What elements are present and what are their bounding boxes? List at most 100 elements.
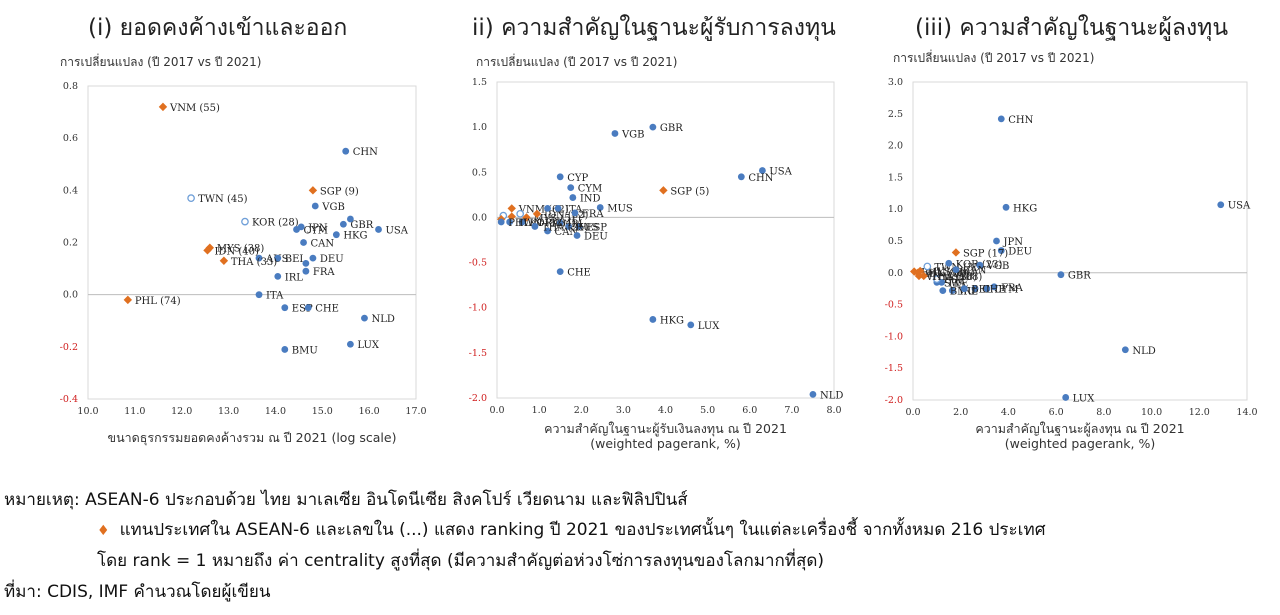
- point-hollow: [187, 194, 195, 203]
- point: [575, 223, 583, 230]
- point-label: CAN: [963, 266, 987, 277]
- plot-frame: [912, 81, 1248, 401]
- point-label: IDN (60): [925, 269, 970, 280]
- point-label: IRL: [567, 219, 585, 230]
- point-label: MYS (51): [533, 213, 580, 224]
- point: [518, 218, 526, 226]
- y-tick-label: -0.4: [60, 394, 78, 405]
- point-asean: [532, 209, 542, 219]
- point-label: NLD: [820, 390, 843, 401]
- x-tick-label: 3.0: [616, 405, 631, 416]
- point-asean: [203, 246, 212, 255]
- x-tick-label: 10.0: [77, 406, 98, 417]
- x-tick-label: 5.0: [700, 405, 715, 416]
- point-label: USA: [1228, 201, 1251, 212]
- point: [375, 226, 382, 233]
- point: [649, 123, 657, 131]
- x-tick-label: 0.0: [489, 405, 504, 416]
- point: [274, 254, 282, 262]
- y-tick-label: -0.5: [885, 300, 903, 311]
- chart-2: การเปลี่ยนแปลง (ปี 2017 vs ปี 2021) 1.5 1.…: [469, 53, 844, 451]
- point: [506, 218, 514, 226]
- point-label: MUS: [607, 203, 633, 214]
- point-hollow: [516, 209, 525, 218]
- point-label: DEU: [584, 231, 608, 242]
- y-tick-label: 0.5: [472, 167, 487, 178]
- point-label: LUX: [698, 321, 721, 332]
- x-tick-label: 6.0: [1049, 407, 1064, 418]
- point: [1002, 203, 1010, 211]
- point-label: IDN (32): [544, 210, 589, 221]
- point-label: MYS (44): [927, 267, 974, 278]
- point: [556, 268, 564, 275]
- point-label: KOR (34): [529, 218, 576, 229]
- point-label: MYS (38): [217, 244, 264, 255]
- point: [556, 219, 564, 227]
- point-label: CHN: [1008, 115, 1033, 126]
- point-label: VNM (55): [169, 103, 220, 114]
- y-tick-label: 2.5: [888, 109, 903, 120]
- y-tick-label: -1.5: [885, 363, 903, 374]
- point-label: BEL: [285, 254, 307, 265]
- point-label: SGP (17): [963, 248, 1008, 259]
- point: [304, 304, 312, 312]
- point: [687, 321, 695, 329]
- x-tick-label: 12.0: [171, 406, 192, 417]
- point: [361, 314, 368, 322]
- point-label: NLD: [1132, 346, 1155, 357]
- y-tick-label: 0.0: [888, 268, 903, 279]
- point-asean: [308, 186, 318, 195]
- point-asean: [659, 186, 668, 195]
- chart-3-title: (iii) ความสำคัญในฐานะผู้ลงทุน: [915, 15, 1229, 41]
- point-label: VNM (108): [925, 272, 982, 283]
- point: [347, 215, 354, 223]
- point: [565, 223, 573, 230]
- y-tick-label: 1.0: [888, 204, 903, 215]
- point-label: SGP (9): [320, 186, 359, 197]
- point: [948, 287, 956, 295]
- point-label: HKG: [343, 231, 367, 242]
- x-tick-label: 6.0: [742, 405, 757, 416]
- point-label: TWN (92): [517, 218, 567, 229]
- charts-svg: การเปลี่ยนแปลง (ปี 2017 vs ปี 2021) 0.8 0.…: [60, 49, 1258, 451]
- point-asean: [507, 212, 516, 221]
- point: [596, 204, 604, 211]
- y-tick-label: 1.5: [888, 172, 903, 183]
- point-label: DEU: [1008, 247, 1032, 258]
- x-tick-label: 0.0: [905, 407, 920, 418]
- x-axis-label: ขนาดธุรกรรมยอดคงค้างรวม ณ ปี 2021 (log s…: [108, 430, 397, 446]
- point-label: ESP: [292, 304, 313, 315]
- point: [497, 218, 505, 226]
- point: [302, 259, 310, 267]
- y-tick-label: 0.4: [63, 185, 78, 196]
- point: [990, 283, 998, 291]
- point-label: HKG: [1013, 203, 1037, 214]
- point-label: ESP: [944, 275, 965, 286]
- point-asean: [913, 268, 922, 277]
- point-label: JPN: [307, 223, 328, 234]
- point: [983, 285, 991, 293]
- point-label: DEU: [320, 254, 344, 265]
- point-label: CHE: [315, 304, 339, 315]
- x-axis-label-2: (weighted pagerank, %): [1005, 436, 1156, 451]
- point-label: CYP: [567, 173, 588, 184]
- point: [255, 291, 263, 299]
- point: [997, 247, 1005, 254]
- x-tick-label: 2.0: [574, 405, 589, 416]
- point: [571, 209, 579, 217]
- point-label: GBR: [660, 123, 683, 134]
- point: [952, 266, 960, 274]
- y-tick-label: 3.0: [888, 77, 903, 88]
- y-tick-label: 0.0: [63, 290, 78, 301]
- point: [347, 340, 354, 348]
- point: [281, 304, 289, 312]
- point: [332, 231, 340, 239]
- point-label: LUX: [1073, 393, 1096, 404]
- point-label: IRL: [285, 272, 303, 283]
- point: [971, 285, 979, 293]
- point-label: RUS: [576, 222, 599, 233]
- y-tick-label: -1.5: [469, 348, 487, 359]
- point: [1062, 394, 1070, 401]
- point: [302, 267, 310, 275]
- x-axis-label: ความสำคัญในฐานะผู้ลงทุน ณ ปี 2021: [975, 421, 1184, 437]
